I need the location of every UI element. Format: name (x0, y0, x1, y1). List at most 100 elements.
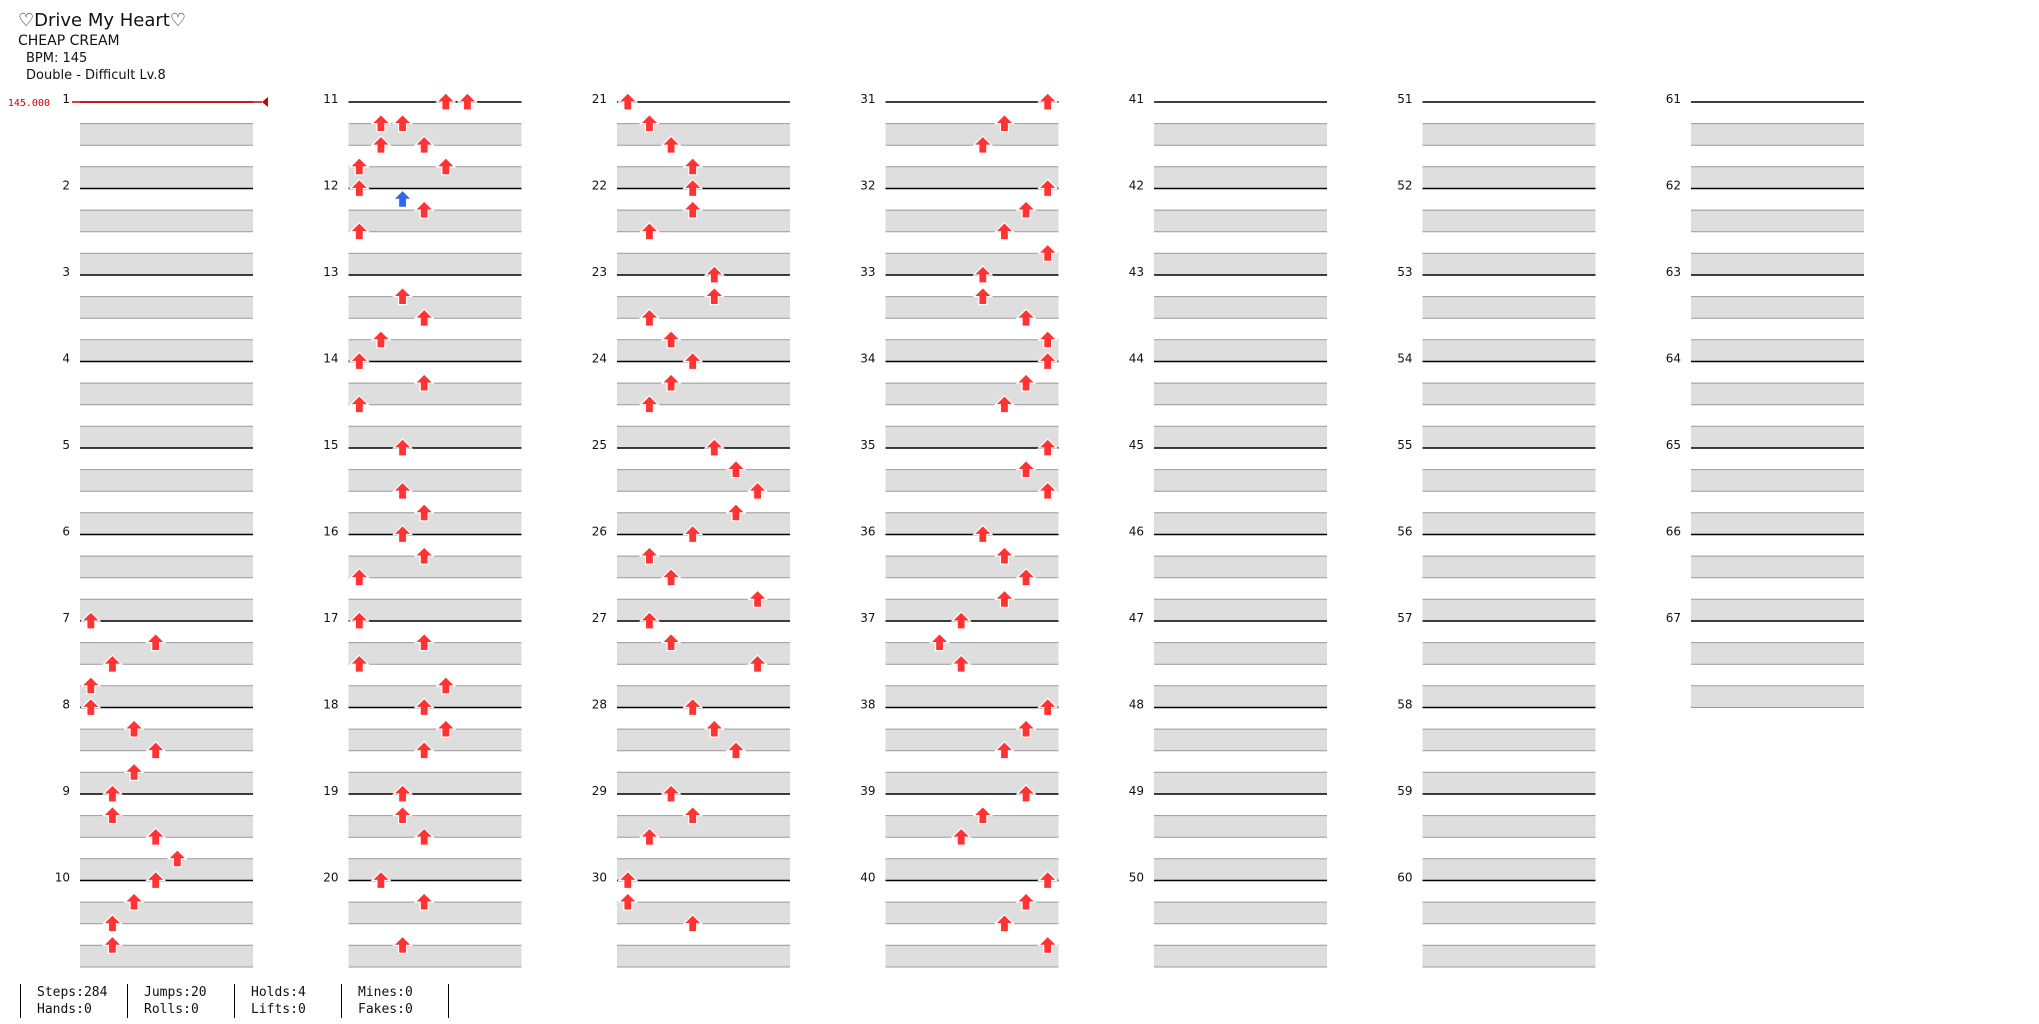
beat-stripe (348, 339, 522, 362)
beat-stripe (617, 253, 790, 275)
step-note (1037, 351, 1059, 371)
arrow-icon (993, 740, 1015, 760)
beat-stripe (885, 469, 1059, 492)
arrow-icon (725, 503, 747, 522)
step-note (703, 265, 725, 284)
beat-stripe (1154, 166, 1327, 189)
step-note (370, 870, 392, 890)
arrow-icon (435, 92, 457, 111)
step-note (348, 394, 370, 414)
arrow-icon (638, 827, 660, 846)
measure-number: 38 (860, 698, 875, 712)
arrow-icon (993, 394, 1015, 414)
arrow-icon (993, 589, 1015, 608)
measure-number: 6 (62, 525, 70, 539)
arrow-icon (348, 567, 370, 587)
difficulty-label: Double - Difficult Lv.8 (26, 68, 166, 83)
step-note (1037, 178, 1059, 198)
chart-column: 21 22 23 24 25 26 27 28 29 30 (592, 92, 790, 968)
step-note (972, 286, 994, 306)
step-note (638, 611, 660, 630)
beat-stripe (348, 469, 522, 492)
beat-stripe (1691, 512, 1864, 535)
beat-stripe (1691, 469, 1864, 492)
step-note (1037, 870, 1059, 890)
arrow-icon (993, 546, 1015, 565)
measure-number: 52 (1397, 179, 1412, 193)
measure-number: 10 (55, 871, 70, 885)
beat-stripe (1691, 685, 1864, 708)
beat-stripe (885, 512, 1059, 535)
step-note (348, 611, 370, 630)
measure-number: 62 (1666, 179, 1681, 193)
beat-stripe (1422, 642, 1596, 665)
song-title: ♡Drive My Heart♡ (18, 10, 186, 31)
step-note (703, 719, 725, 738)
step-note (348, 178, 370, 198)
beat-stripe (617, 729, 790, 751)
measure-number: 26 (592, 525, 607, 539)
beat-stripe (348, 512, 522, 535)
arrow-icon (1037, 243, 1059, 262)
arrow-icon (1037, 438, 1059, 457)
step-note (660, 330, 682, 349)
arrow-icon (993, 113, 1015, 133)
arrow-icon (993, 221, 1015, 241)
arrow-icon (1015, 373, 1037, 392)
arrow-icon (747, 654, 769, 673)
arrow-icon (972, 805, 994, 825)
arrow-icon (1015, 308, 1037, 327)
step-note (145, 740, 167, 760)
beat-stripe (1422, 512, 1596, 535)
arrow-icon (682, 157, 704, 176)
step-note (660, 567, 682, 587)
measure-number: 20 (323, 871, 338, 885)
step-note (638, 546, 660, 565)
step-note (80, 611, 102, 630)
beat-stripe (885, 123, 1059, 146)
step-note (747, 589, 769, 608)
stat-fakes: Fakes:0 (358, 1002, 413, 1017)
measure-number: 17 (323, 611, 338, 625)
arrow-icon (413, 892, 435, 911)
measure-number: 58 (1397, 698, 1412, 712)
measure-number: 11 (323, 92, 338, 106)
arrow-icon (145, 870, 167, 890)
arrow-icon (660, 784, 682, 803)
beat-stripe (1422, 685, 1596, 708)
beat-stripe (348, 556, 522, 578)
arrow-icon (435, 676, 457, 695)
step-note (617, 870, 639, 890)
arrow-icon (1037, 870, 1059, 890)
measure-number: 45 (1129, 438, 1144, 452)
beat-stripe (1422, 815, 1596, 838)
beat-stripe (80, 123, 253, 146)
beat-stripe (1422, 469, 1596, 492)
measure-number: 37 (860, 611, 875, 625)
step-note (1037, 481, 1059, 500)
step-note (617, 92, 639, 111)
step-note (972, 265, 994, 284)
arrow-icon (348, 611, 370, 630)
arrow-icon (617, 870, 639, 890)
measure-number: 3 (62, 265, 70, 279)
beat-stripe (885, 556, 1059, 578)
beat-stripe (1691, 166, 1864, 189)
measure-number: 40 (860, 871, 875, 885)
beat-stripe (885, 599, 1059, 621)
step-note (950, 611, 972, 630)
beat-stripe (1691, 556, 1864, 578)
step-note (123, 762, 145, 781)
step-note (1037, 330, 1059, 349)
step-note (638, 308, 660, 327)
step-note (703, 438, 725, 457)
stat-group-steps: Steps:284 Hands:0 (20, 984, 128, 1018)
arrow-icon (123, 892, 145, 911)
beat-stripe (885, 685, 1059, 708)
measure-number: 42 (1129, 179, 1144, 193)
arrow-icon (703, 265, 725, 284)
arrow-icon (101, 805, 123, 825)
step-note (660, 784, 682, 803)
step-note (348, 351, 370, 371)
step-note (682, 200, 704, 219)
